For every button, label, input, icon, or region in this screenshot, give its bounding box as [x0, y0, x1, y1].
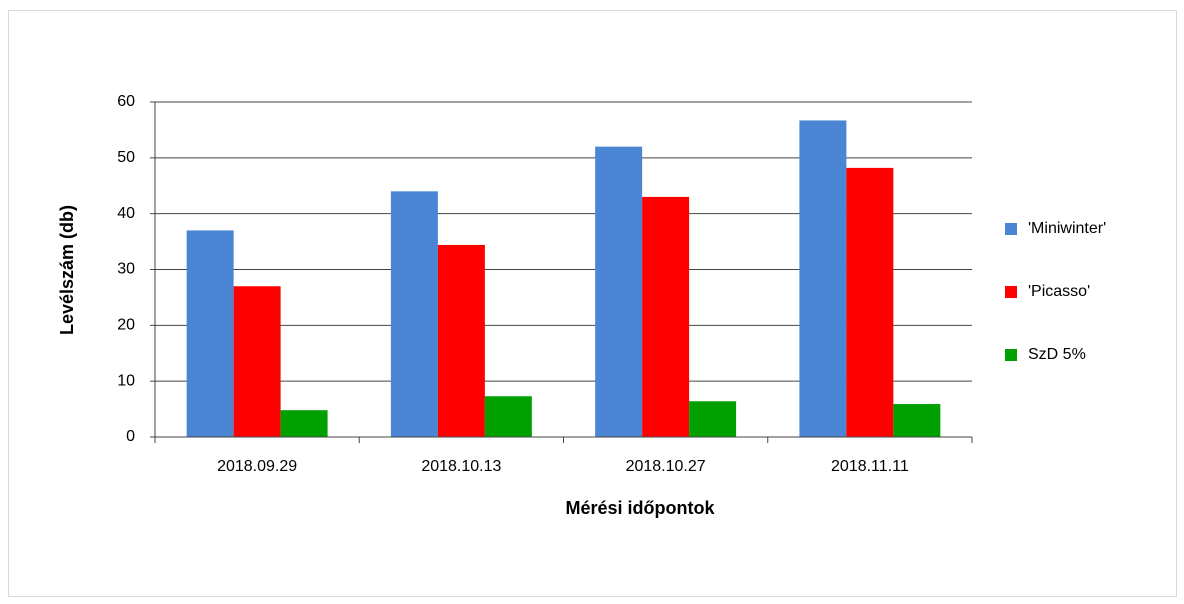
y-tick-label: 10: [117, 372, 135, 389]
y-tick-label: 40: [117, 205, 135, 222]
bar: [437, 244, 485, 437]
y-tick-label: 20: [117, 317, 135, 334]
bar: [595, 146, 643, 437]
bar: [484, 396, 532, 437]
bar: [390, 191, 438, 437]
x-tick-label: 2018.10.27: [626, 458, 706, 475]
y-tick-label: 30: [117, 261, 135, 278]
bar: [233, 286, 281, 437]
legend-label: 'Miniwinter': [1028, 220, 1106, 237]
bar: [186, 230, 234, 437]
y-tick-label: 0: [126, 428, 135, 445]
legend-label: SzD 5%: [1028, 346, 1086, 363]
legend-swatch: [1005, 349, 1017, 361]
bar: [642, 196, 690, 437]
x-tick-label: 2018.10.13: [421, 458, 501, 475]
y-tick-label: 60: [117, 93, 135, 110]
legend-swatch: [1005, 223, 1017, 235]
bar: [799, 120, 847, 438]
bar: [280, 410, 328, 437]
y-axis-title: Levélszám (db): [57, 205, 77, 335]
x-tick-label: 2018.11.11: [831, 458, 909, 475]
bar: [893, 404, 941, 437]
legend-label: 'Picasso': [1028, 283, 1090, 300]
x-tick-label: 2018.09.29: [217, 458, 297, 475]
bar: [689, 401, 737, 437]
y-tick-label: 50: [117, 149, 135, 166]
x-axis-title: Mérési időpontok: [565, 498, 715, 518]
bar: [846, 167, 894, 437]
legend-swatch: [1005, 286, 1017, 298]
